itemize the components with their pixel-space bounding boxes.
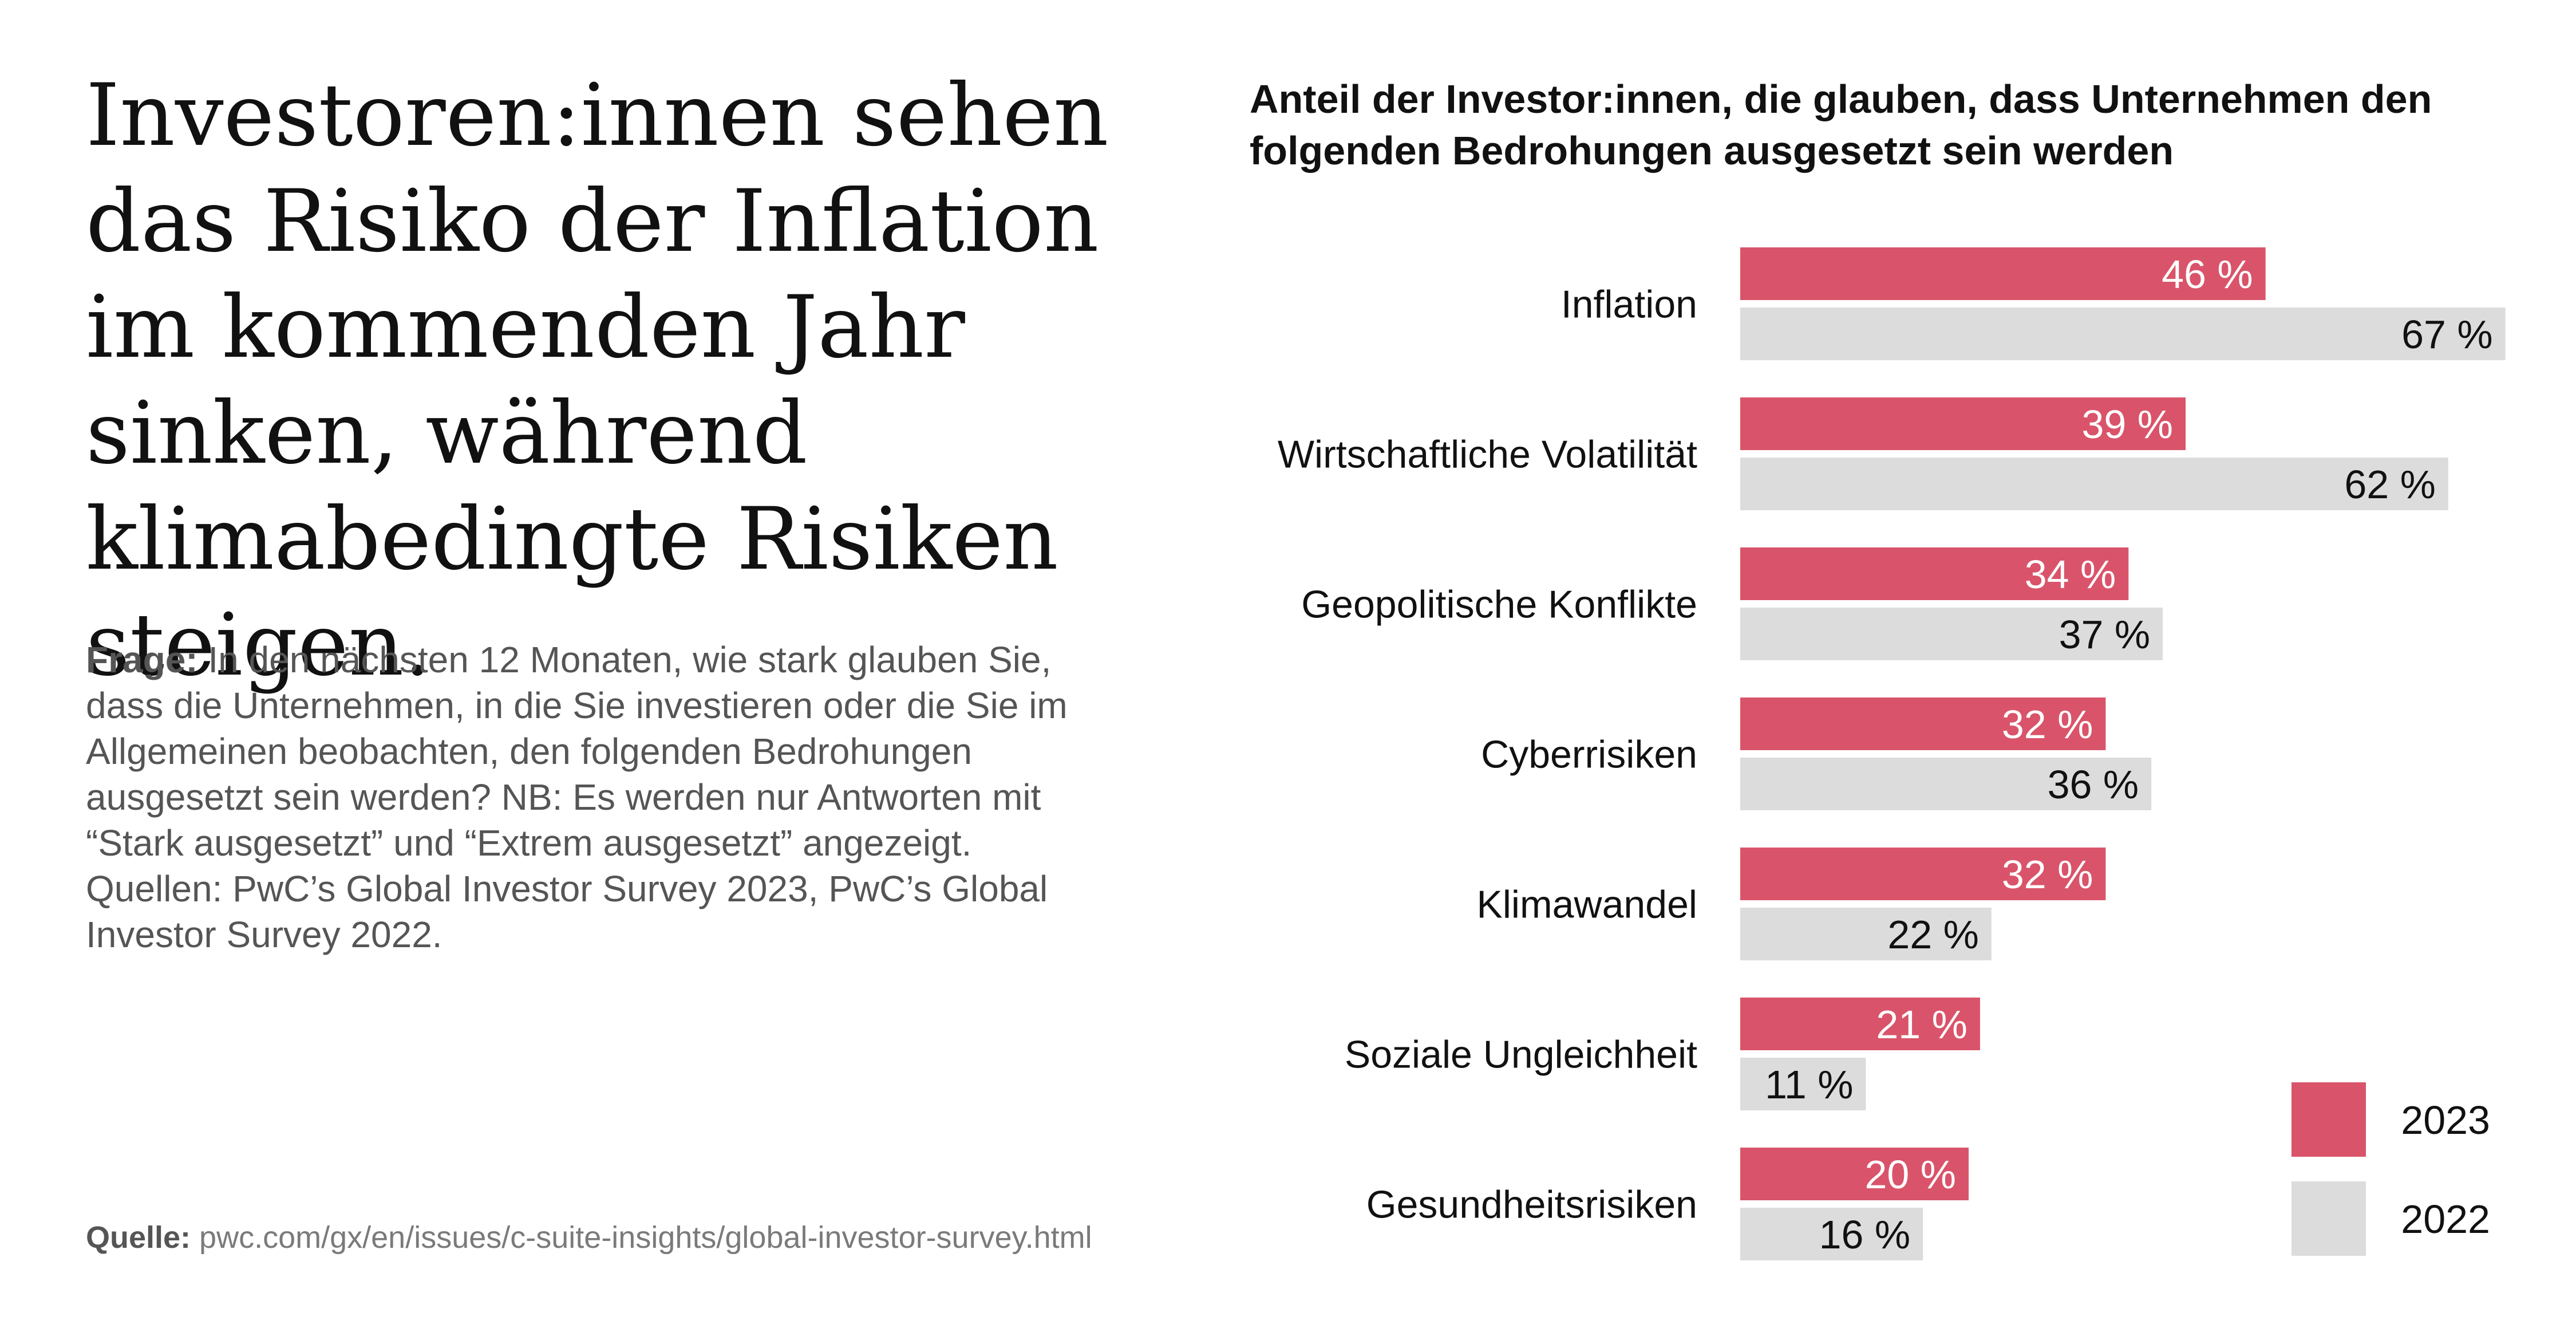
bar-2023-gesundheitsrisiken xyxy=(1740,1148,1969,1200)
source-note: Quelle: pwc.com/gx/en/issues/c-suite-ins… xyxy=(86,1217,1174,1258)
legend-swatch-2023 xyxy=(2291,1082,2366,1157)
value-label-2023-inflation: 46 % xyxy=(2162,252,2253,297)
source-label: Quelle: xyxy=(86,1220,191,1255)
bar-2022-soziale-ungleichheit xyxy=(1740,1058,1866,1110)
source-url: pwc.com/gx/en/issues/c-suite-insights/gl… xyxy=(191,1220,1092,1255)
value-label-2022-inflation: 67 % xyxy=(2401,312,2493,357)
legend-label-2023: 2023 xyxy=(2401,1098,2490,1142)
value-label-2023-klimawandel: 32 % xyxy=(2002,852,2093,897)
bar-2023-geopolitische-konflikte xyxy=(1740,547,2129,600)
value-label-2022-wirtschaftliche-volatilit-t: 62 % xyxy=(2344,462,2436,507)
category-label-geopolitische-konflikte: Geopolitische Konflikte xyxy=(1301,583,1697,626)
bar-2022-klimawandel xyxy=(1740,908,1992,960)
headline: Investoren:innen sehen das Risiko der In… xyxy=(86,66,1109,695)
value-label-2023-wirtschaftliche-volatilit-t: 39 % xyxy=(2081,402,2173,447)
question-body: In den nächsten 12 Monaten, wie stark gl… xyxy=(86,639,1068,955)
legend-swatch-2022 xyxy=(2291,1181,2366,1256)
category-label-soziale-ungleichheit: Soziale Ungleichheit xyxy=(1345,1033,1697,1077)
category-label-gesundheitsrisiken: Gesundheitsrisiken xyxy=(1366,1183,1697,1227)
bar-2022-geopolitische-konflikte xyxy=(1740,608,2163,660)
bar-2023-cyberrisiken xyxy=(1740,697,2106,750)
bar-2022-wirtschaftliche-volatilit-t xyxy=(1740,458,2448,510)
bar-2023-soziale-ungleichheit xyxy=(1740,998,1980,1050)
value-label-2023-soziale-ungleichheit: 21 % xyxy=(1876,1002,1967,1047)
legend-label-2022: 2022 xyxy=(2401,1197,2490,1242)
bar-2023-inflation xyxy=(1740,247,2266,300)
question-text: Frage: In den nächsten 12 Monaten, wie s… xyxy=(86,637,1070,957)
category-label-klimawandel: Klimawandel xyxy=(1476,883,1697,927)
category-label-inflation: Inflation xyxy=(1561,283,1697,326)
value-label-2022-klimawandel: 22 % xyxy=(1887,912,1979,957)
value-label-2022-cyberrisiken: 36 % xyxy=(2048,762,2139,807)
question-label: Frage: xyxy=(86,639,198,680)
value-label-2023-cyberrisiken: 32 % xyxy=(2002,702,2093,747)
category-label-wirtschaftliche-volatilit-t: Wirtschaftliche Volatilität xyxy=(1278,433,1697,476)
bar-2022-gesundheitsrisiken xyxy=(1740,1208,1923,1260)
value-label-2023-gesundheitsrisiken: 20 % xyxy=(1864,1152,1956,1197)
value-label-2023-geopolitische-konflikte: 34 % xyxy=(2025,552,2116,597)
bar-2022-cyberrisiken xyxy=(1740,758,2152,810)
bar-2022-inflation xyxy=(1740,308,2506,360)
category-label-cyberrisiken: Cyberrisiken xyxy=(1481,733,1697,777)
value-label-2022-soziale-ungleichheit: 11 % xyxy=(1765,1062,1853,1107)
value-label-2022-gesundheitsrisiken: 16 % xyxy=(1819,1212,1911,1257)
bar-2023-wirtschaftliche-volatilit-t xyxy=(1740,397,2186,450)
bar-2023-klimawandel xyxy=(1740,848,2106,900)
value-label-2022-geopolitische-konflikte: 37 % xyxy=(2059,612,2151,657)
chart-title: Anteil der Investor:innen, die glauben, … xyxy=(1250,77,2432,173)
